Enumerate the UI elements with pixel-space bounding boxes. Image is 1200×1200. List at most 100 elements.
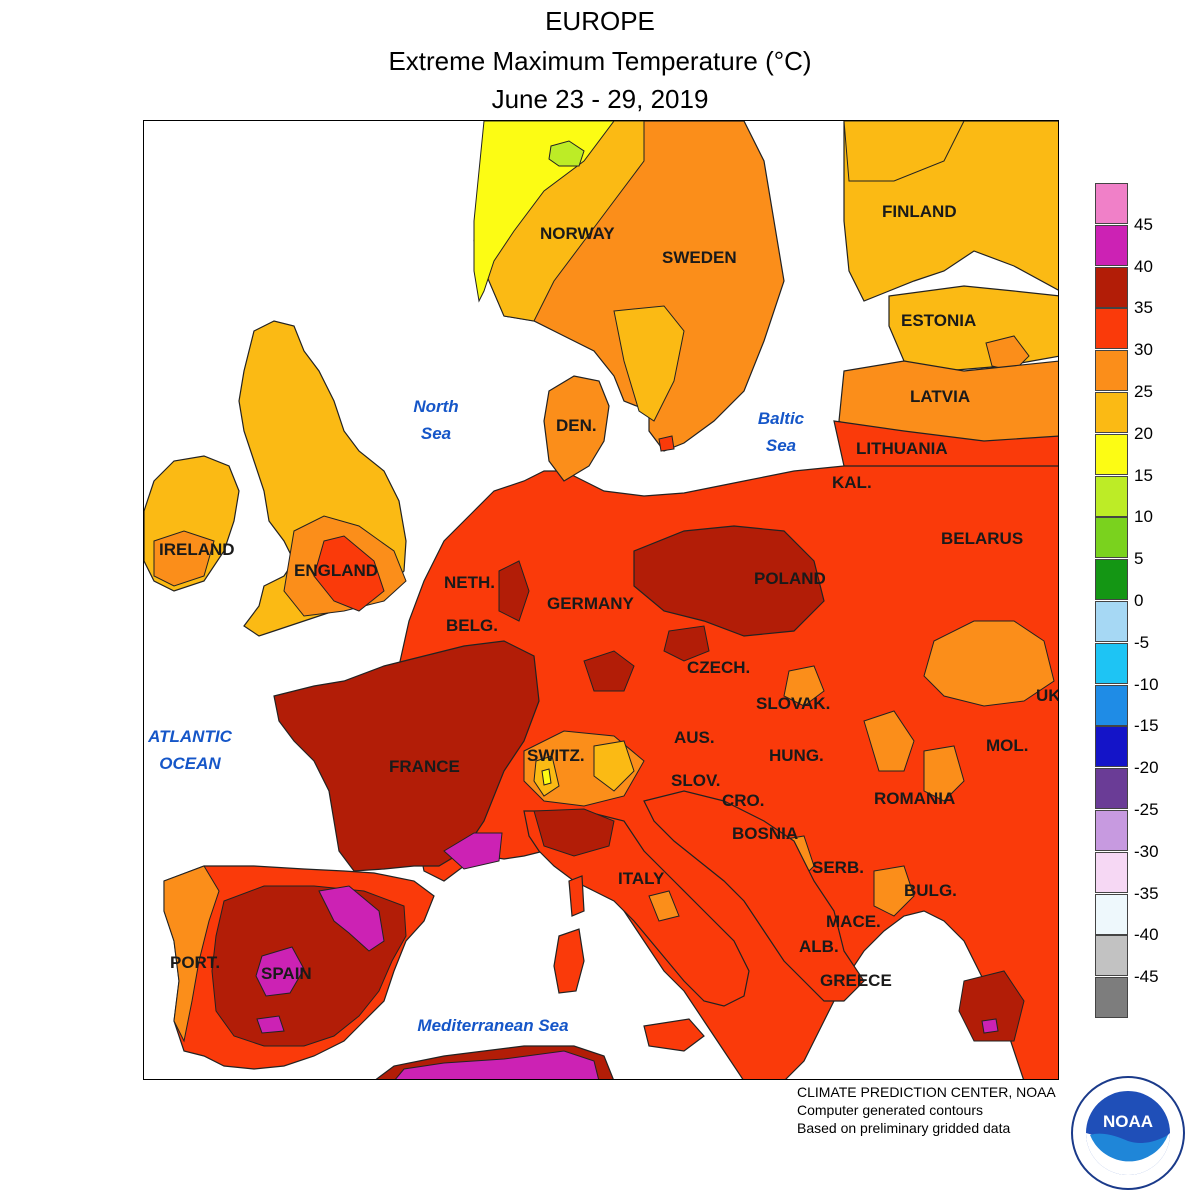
- label-france: FRANCE: [389, 757, 460, 776]
- label-croatia: CRO.: [722, 791, 765, 810]
- poland-hot: [633, 525, 825, 637]
- legend-tick-label: -40: [1134, 925, 1159, 945]
- legend-swatch: [1095, 224, 1128, 266]
- legend-tick-label: 45: [1134, 214, 1153, 234]
- legend-tick-label: 5: [1134, 549, 1144, 569]
- balkans-land: [643, 790, 865, 1002]
- france-med-hotspot: [443, 832, 503, 870]
- map-region-title: EUROPE: [545, 6, 655, 36]
- legend-swatch: [1095, 935, 1128, 977]
- legend-tick-label: 10: [1134, 507, 1153, 527]
- legend-tick-label: 20: [1134, 423, 1153, 443]
- label-denmark: DEN.: [556, 416, 597, 435]
- africa-coast-hotspot: [395, 1050, 600, 1079]
- label-finland: FINLAND: [882, 202, 957, 221]
- label-north-sea-2: Sea: [421, 424, 451, 443]
- label-england: ENGLAND: [294, 561, 378, 580]
- label-macedonia: MACE.: [826, 912, 881, 931]
- greece-hot: [958, 970, 1025, 1042]
- corsica-land: [568, 875, 585, 917]
- temperature-map: NORWAY SWEDEN FINLAND ESTONIA LATVIA LIT…: [143, 120, 1059, 1080]
- legend-tick-label: 40: [1134, 256, 1153, 276]
- label-hungary: HUNG.: [769, 746, 824, 765]
- legend-tick-label: -30: [1134, 841, 1159, 861]
- sweden-hotspot: [658, 435, 675, 452]
- sardinia-land: [553, 928, 585, 994]
- legend-tick-label: -25: [1134, 800, 1159, 819]
- legend-swatch: [1095, 517, 1128, 559]
- label-baltic-sea-2: Sea: [766, 436, 796, 455]
- label-netherlands: NETH.: [444, 573, 495, 592]
- legend-swatch: [1095, 559, 1128, 601]
- legend-swatch: [1095, 726, 1128, 768]
- label-serbia: SERB.: [812, 858, 864, 877]
- label-switzerland: SWITZ.: [527, 746, 585, 765]
- label-atlantic-2: OCEAN: [159, 754, 221, 773]
- denmark-land: [543, 375, 610, 482]
- label-greece: GREECE: [820, 971, 892, 990]
- sicily-land: [643, 1018, 705, 1052]
- slovak-cool: [783, 665, 825, 707]
- legend-swatch: [1095, 350, 1128, 392]
- label-spain: SPAIN: [261, 964, 312, 983]
- romania-cool: [863, 710, 915, 772]
- label-baltic-sea-1: Baltic: [758, 409, 805, 428]
- label-moldova: MOL.: [986, 736, 1029, 755]
- legend-swatch: [1095, 768, 1128, 810]
- legend-tick-label: 35: [1134, 298, 1153, 318]
- legend-tick-label: -45: [1134, 967, 1159, 987]
- label-kaliningrad: KAL.: [832, 473, 872, 492]
- noaa-logo-text: NOAA: [1103, 1112, 1153, 1131]
- legend-swatch: [1095, 601, 1128, 642]
- credit-line-1: CLIMATE PREDICTION CENTER, NOAA: [797, 1084, 1056, 1100]
- label-ireland: IRELAND: [159, 540, 235, 559]
- legend-swatch: [1095, 266, 1128, 308]
- credit-line-2: Computer generated contours: [797, 1102, 983, 1118]
- legend-swatch: [1095, 392, 1128, 433]
- label-norway: NORWAY: [540, 224, 615, 243]
- italy-apennine-cool: [648, 890, 680, 922]
- label-lithuania: LITHUANIA: [856, 439, 948, 458]
- finland-north: [843, 121, 965, 182]
- label-north-sea-1: North: [413, 397, 458, 416]
- germany-hot: [583, 650, 635, 692]
- temperature-legend: [1095, 183, 1128, 1019]
- label-sweden: SWEDEN: [662, 248, 737, 267]
- norway-north-yellow: [473, 121, 615, 303]
- sweden-south-cool: [613, 305, 685, 422]
- legend-tick-label: 15: [1134, 465, 1153, 485]
- label-slovakia: SLOVAK.: [756, 694, 830, 713]
- label-ukraine: UK: [1036, 686, 1059, 705]
- czech-hot: [663, 625, 710, 662]
- legend-swatch: [1095, 893, 1128, 935]
- label-romania: ROMANIA: [874, 789, 955, 808]
- alps-yellow-peak: [541, 768, 552, 786]
- legend-swatch: [1095, 684, 1128, 726]
- alps-center-cool: [593, 740, 635, 792]
- label-estonia: ESTONIA: [901, 311, 976, 330]
- italy-north-hot: [533, 808, 615, 857]
- label-belgium: BELG.: [446, 616, 498, 635]
- netherlands-hot: [498, 560, 530, 622]
- label-latvia: LATVIA: [910, 387, 970, 406]
- england-hot: [313, 535, 385, 612]
- label-czech: CZECH.: [687, 658, 750, 677]
- legend-tick-label: 0: [1134, 591, 1144, 610]
- map-period: June 23 - 29, 2019: [491, 84, 709, 114]
- portugal-warm: [163, 865, 220, 1043]
- legend-tick-label: 25: [1134, 382, 1153, 401]
- norway-green-patch: [548, 140, 585, 167]
- ireland-warm: [153, 530, 215, 587]
- label-germany: GERMANY: [547, 594, 635, 613]
- greece-hotspot: [981, 1018, 999, 1034]
- legend-swatch: [1095, 183, 1128, 224]
- legend-tick-label: -5: [1134, 632, 1150, 652]
- legend-swatch: [1095, 851, 1128, 893]
- label-italy: ITALY: [618, 869, 665, 888]
- label-austria: AUS.: [674, 728, 715, 747]
- legend-swatch: [1095, 642, 1128, 684]
- legend-swatch: [1095, 308, 1128, 350]
- italy-land: [523, 810, 750, 1007]
- legend-swatch: [1095, 977, 1128, 1019]
- romania-cool-2: [923, 745, 965, 802]
